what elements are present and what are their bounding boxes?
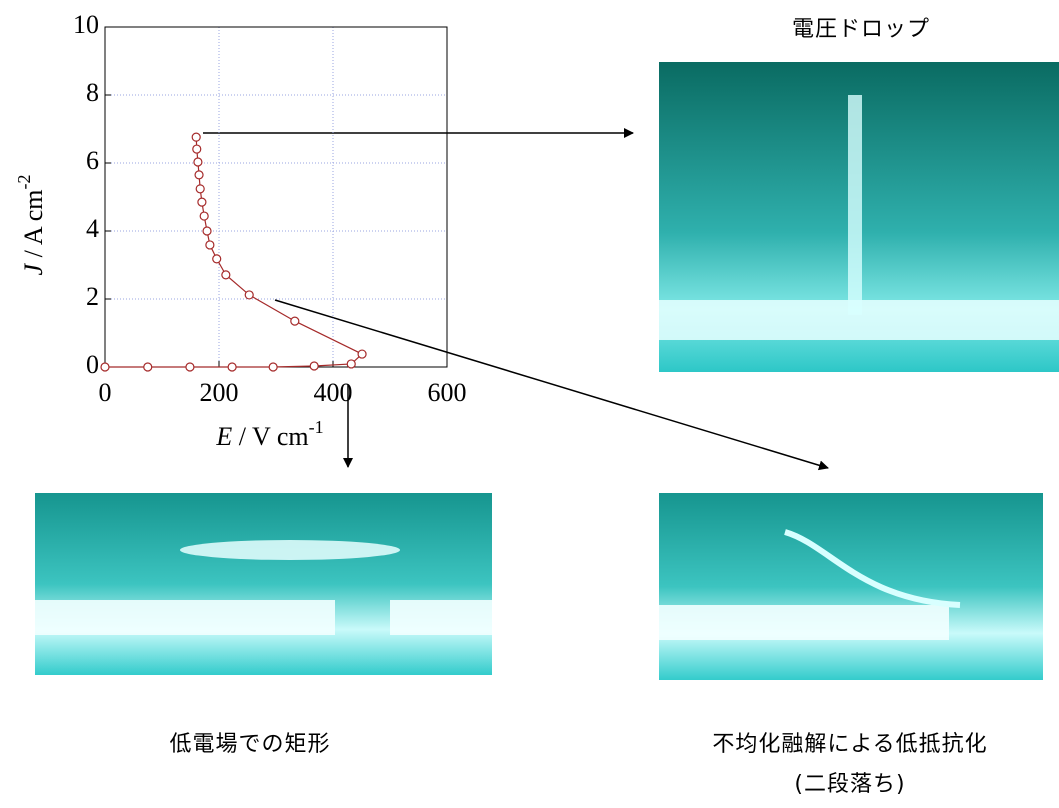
data-point xyxy=(193,145,201,153)
plot-frame xyxy=(105,27,447,367)
series-line xyxy=(105,137,362,367)
axis-label-var: E xyxy=(215,422,232,451)
y-tick-label: 0 xyxy=(86,350,99,379)
y-tick-label: 8 xyxy=(86,78,99,107)
caption: 不均化融解による低抵抗化 xyxy=(712,732,987,757)
data-point xyxy=(196,185,204,193)
y-tick-label: 2 xyxy=(86,282,99,311)
x-axis-label: E / V cm-1 xyxy=(215,417,323,451)
caption: 電圧ドロップ xyxy=(792,17,930,42)
axis-label-exp: -2 xyxy=(14,175,34,190)
data-point xyxy=(269,363,277,371)
data-point xyxy=(192,133,200,141)
x-tick-label: 0 xyxy=(99,378,112,407)
x-tick-label: 600 xyxy=(428,378,467,407)
page: 電圧ドロップ 低電場での矩形 不均化融解による低抵抗化 (二段落ち) 0 2 4 6 8… xyxy=(0,0,1059,808)
data-point xyxy=(206,241,214,249)
photo-bottom-left xyxy=(35,493,492,675)
data-point xyxy=(194,158,202,166)
axis-label-exp: -1 xyxy=(309,417,324,437)
axis-label-unit: / V cm xyxy=(232,422,308,451)
plot: 0 2 4 6 8 10 0 200 400 600 E / V cm-1 J / A cm-2 xyxy=(14,10,467,451)
x-tick-label: 200 xyxy=(200,378,239,407)
y-tick-label: 10 xyxy=(73,10,99,39)
x-tick-label: 400 xyxy=(314,378,353,407)
caption: 低電場での矩形 xyxy=(169,732,330,757)
photo-top xyxy=(659,62,1059,372)
caption: (二段落ち) xyxy=(794,772,905,797)
data-point xyxy=(200,212,208,220)
y-tick-label: 6 xyxy=(86,146,99,175)
data-point xyxy=(310,362,318,370)
data-point xyxy=(228,363,236,371)
data-point xyxy=(203,227,211,235)
data-point xyxy=(245,291,253,299)
data-point xyxy=(291,317,299,325)
data-point xyxy=(213,255,221,263)
y-axis-label: J / A cm-2 xyxy=(14,175,48,276)
data-point xyxy=(222,271,230,279)
data-point xyxy=(195,171,203,179)
data-point xyxy=(347,360,355,368)
photo-bottom-right xyxy=(659,493,1043,680)
y-tick-label: 4 xyxy=(86,214,99,243)
data-point xyxy=(144,363,152,371)
axis-label-unit: / A cm xyxy=(19,190,48,264)
data-point xyxy=(358,350,366,358)
data-point xyxy=(198,198,206,206)
data-point xyxy=(186,363,194,371)
data-point xyxy=(101,363,109,371)
